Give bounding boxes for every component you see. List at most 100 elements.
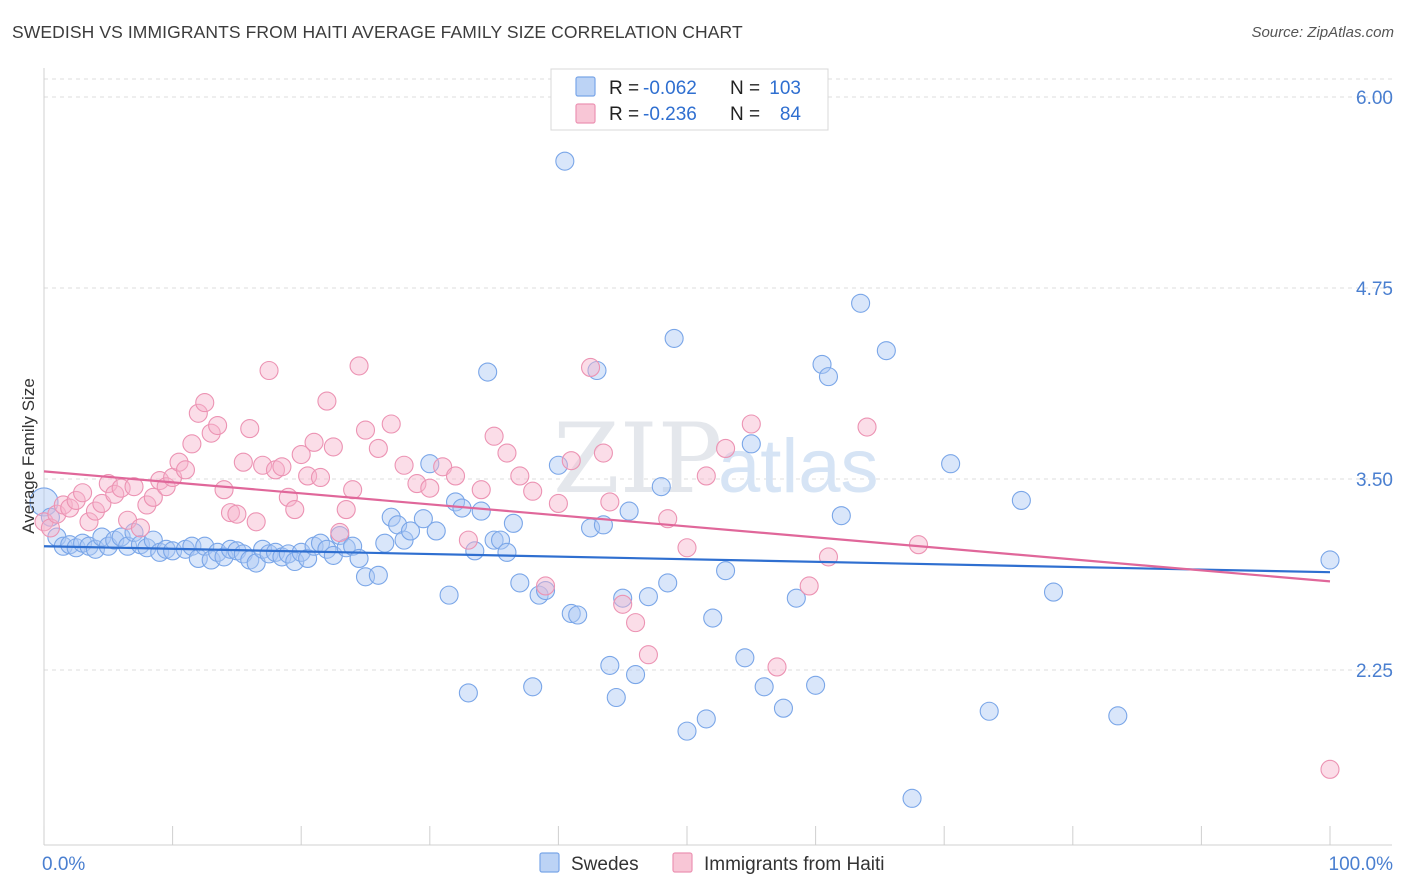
swedes-point [439, 585, 459, 605]
swedes-point [471, 501, 491, 521]
legend-box [550, 68, 829, 131]
haiti-point [317, 391, 337, 411]
haiti-point [407, 474, 427, 494]
swedes-point [490, 530, 511, 550]
swedes-point [298, 548, 318, 569]
haiti-point [188, 403, 208, 423]
haiti-point [600, 492, 620, 512]
haiti-point [233, 452, 253, 472]
y-tick-label: 6.00 [1356, 88, 1393, 109]
swedes-point [786, 588, 806, 608]
watermark-zip: ZIP [553, 403, 722, 515]
haiti-point [484, 426, 504, 446]
haiti-point [182, 434, 202, 454]
y-axis-title: Average Family Size [19, 378, 38, 534]
swedes-point [626, 665, 646, 685]
haiti-point [291, 445, 311, 465]
haiti-point [548, 493, 568, 513]
haiti-point [394, 455, 414, 475]
swedes-point [677, 721, 697, 741]
swedes-point [716, 561, 736, 581]
haiti-point [98, 474, 118, 494]
haiti-point [349, 356, 369, 376]
haiti-point [201, 423, 221, 443]
legend-r-value-haiti: -0.236 [643, 104, 697, 125]
haiti-point [626, 613, 646, 633]
haiti-point [175, 460, 196, 480]
haiti-point [799, 576, 819, 596]
haiti-point [169, 452, 189, 472]
correlation-legend: R = -0.062 N = 103 R = -0.236 N = 84 [550, 68, 829, 131]
swedes-point [29, 487, 59, 517]
swedes-point [1320, 550, 1340, 570]
haiti-point [208, 415, 228, 436]
legend-n-label-haiti: N = [730, 104, 760, 125]
haiti-point [368, 438, 388, 458]
swedes-point [773, 698, 794, 718]
legend-r-label-haiti: R = [609, 104, 639, 125]
haiti-point [79, 512, 99, 532]
swedes-point [343, 536, 363, 556]
axes [43, 68, 1392, 846]
swedes-point [806, 675, 826, 695]
swedes-point [876, 341, 896, 361]
haiti-point [355, 420, 376, 440]
haiti-point [246, 512, 266, 532]
haiti-point [638, 645, 658, 665]
haiti-point [857, 417, 877, 437]
swedes-point [619, 501, 639, 521]
swedes-point [555, 151, 575, 171]
swedes-point [497, 542, 517, 562]
y-tick-labels: 2.25 3.50 4.75 6.00 [1356, 88, 1393, 682]
swedes-point [400, 521, 421, 541]
haiti-point [561, 451, 581, 471]
swedes-point [381, 507, 401, 527]
bottom-legend-swatch-haiti [672, 852, 693, 873]
haiti-point [272, 457, 292, 477]
watermark-atlas: atlas [718, 424, 879, 509]
legend-n-value-haiti: 84 [780, 104, 802, 125]
haiti-point [195, 393, 215, 413]
haiti-point [458, 530, 478, 550]
x-tick-label-max: 100.0% [1329, 854, 1394, 875]
haiti-point [92, 493, 112, 513]
trend-lines [43, 470, 1331, 583]
y-tick-label: 2.25 [1356, 661, 1393, 682]
haiti-point [593, 443, 613, 463]
legend-r-label-swedes: R = [609, 78, 639, 99]
haiti-point [73, 483, 93, 503]
haiti-point [336, 500, 356, 520]
haiti-point [227, 504, 247, 524]
swedes-point [941, 454, 961, 474]
swedes-point [902, 788, 922, 808]
haiti-point [741, 414, 761, 434]
haiti-point [433, 457, 453, 477]
haiti-point [85, 501, 105, 521]
haiti-point [445, 466, 466, 486]
swedes-point [413, 509, 433, 529]
swedes-point [503, 513, 523, 533]
swedes-point [735, 648, 755, 668]
haiti-point [124, 477, 144, 497]
haiti-point [535, 576, 556, 596]
swedes-point [754, 677, 774, 697]
bottom-legend-label-swedes: Swedes [571, 854, 639, 875]
swedes-point [638, 587, 658, 607]
haiti-point [696, 466, 716, 486]
haiti-point [1320, 759, 1340, 779]
grid-lines [44, 78, 1392, 671]
haiti-point [323, 437, 343, 457]
source-credit: Source: ZipAtlas.com [1251, 24, 1394, 41]
swedes-point [741, 434, 761, 454]
haiti-point [343, 480, 363, 500]
bottom-legend-swatch-swedes [539, 852, 560, 873]
swedes-point [812, 354, 832, 374]
haiti-point [60, 498, 80, 518]
haiti-point [420, 478, 440, 498]
legend-n-label-swedes: N = [730, 78, 760, 99]
swedes-point [664, 328, 684, 348]
haiti-point [677, 538, 697, 558]
haiti-point [658, 509, 678, 529]
haiti-point [330, 522, 350, 543]
swedes-point [851, 293, 871, 313]
